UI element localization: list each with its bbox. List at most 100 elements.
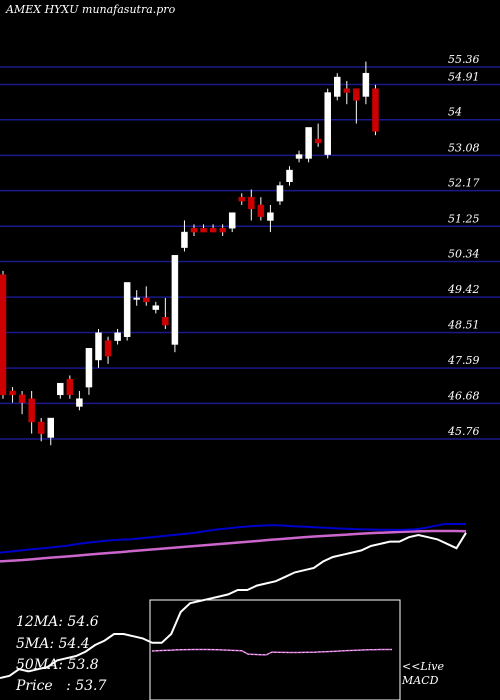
candle (57, 382, 64, 399)
candle (209, 224, 217, 233)
candle-down (209, 227, 217, 233)
candle-down (0, 274, 7, 396)
y-tick-label: 45.76 (447, 425, 480, 438)
candle-up (324, 92, 331, 155)
candle-up (305, 127, 312, 159)
candle (238, 193, 245, 205)
macd-label: <<Live MACD (402, 660, 444, 688)
y-tick-label: 53.08 (448, 141, 480, 154)
candle (133, 290, 140, 306)
candle-up (295, 154, 303, 159)
y-tick-label: 48.51 (447, 318, 480, 331)
candle-up (152, 305, 160, 310)
stat-value: : 53.7 (52, 678, 107, 694)
candle-up (133, 297, 140, 300)
macd-label-line1: <<Live (402, 660, 444, 673)
candle (314, 123, 322, 147)
candle-down (314, 138, 322, 144)
candle-down (200, 227, 207, 233)
candle (372, 84, 379, 136)
candle (123, 282, 131, 341)
candle-up (276, 185, 284, 202)
stat-50ma: 50MA: 53.8 (16, 657, 99, 673)
stat-value: : 54.6 (58, 614, 99, 630)
candle (28, 390, 35, 434)
candle-down (18, 394, 26, 403)
ma-long-line (0, 529, 467, 563)
y-tick-label: 51.25 (448, 212, 480, 225)
stat-value: : 53.8 (58, 657, 99, 673)
candle-up (171, 255, 179, 345)
macd-panel-frame (149, 599, 401, 700)
candle-down (66, 379, 74, 396)
y-tick-label: 46.68 (447, 389, 480, 402)
y-tick-label: 49.42 (447, 283, 480, 296)
candle-up (76, 398, 83, 407)
candle (334, 73, 341, 101)
candle (228, 212, 236, 233)
candle (190, 224, 198, 236)
candle-down (372, 88, 379, 132)
candle (18, 390, 26, 415)
candle-up (47, 417, 54, 438)
candle (104, 336, 112, 364)
stat-label: 50MA (16, 657, 59, 673)
stat-label: Price (16, 678, 53, 694)
y-tick-label: 54.91 (448, 70, 480, 83)
candle-up (334, 76, 341, 97)
candle-up (181, 231, 188, 248)
y-tick-label: 52.17 (448, 177, 480, 190)
candle (200, 224, 207, 233)
price-line (0, 532, 467, 679)
candle (295, 150, 303, 163)
candle (152, 301, 160, 314)
candle-down (37, 421, 45, 434)
candle (114, 328, 121, 345)
candle (162, 297, 169, 329)
candle (353, 88, 360, 124)
stat-value: : 54.4 (49, 636, 90, 652)
candle-down (162, 317, 169, 326)
candle (76, 390, 83, 411)
stat-price: Price : 53.7 (16, 678, 106, 694)
candle-down (238, 196, 245, 202)
candle-down (248, 196, 255, 210)
y-tick-label: 54 (448, 106, 462, 119)
candle-up (286, 169, 293, 182)
candle (95, 328, 102, 368)
candle-up (362, 72, 370, 97)
y-tick-label: 50.34 (448, 248, 480, 261)
candle (9, 387, 16, 403)
candle (37, 418, 45, 442)
stat-label: 5MA (16, 636, 50, 652)
candle (324, 88, 331, 159)
candle-down (219, 227, 226, 233)
candle (257, 197, 265, 221)
candle (343, 80, 351, 105)
candle-down (28, 398, 35, 423)
candle (0, 270, 7, 399)
candle (276, 181, 284, 205)
candle (171, 255, 179, 353)
candle-up (85, 348, 93, 388)
candle-down (143, 297, 150, 303)
candle-up (267, 212, 274, 221)
candle (267, 204, 274, 233)
chart-title: AMEX HYXU munafasutra.pro (6, 3, 176, 16)
candle (66, 375, 74, 399)
candle (143, 286, 150, 306)
y-tick-label: 47.59 (447, 354, 480, 367)
candle-up (228, 212, 236, 229)
ma-short-line (0, 523, 466, 554)
candle-up (57, 382, 64, 396)
candle-down (190, 227, 198, 233)
candle (47, 417, 54, 446)
candle-down (257, 204, 265, 217)
candle-up (114, 332, 121, 341)
candle-up (123, 282, 131, 337)
candle (362, 61, 370, 105)
macd-label-line2: MACD (402, 674, 439, 687)
candle-down (104, 340, 112, 357)
candle-down (353, 88, 360, 101)
